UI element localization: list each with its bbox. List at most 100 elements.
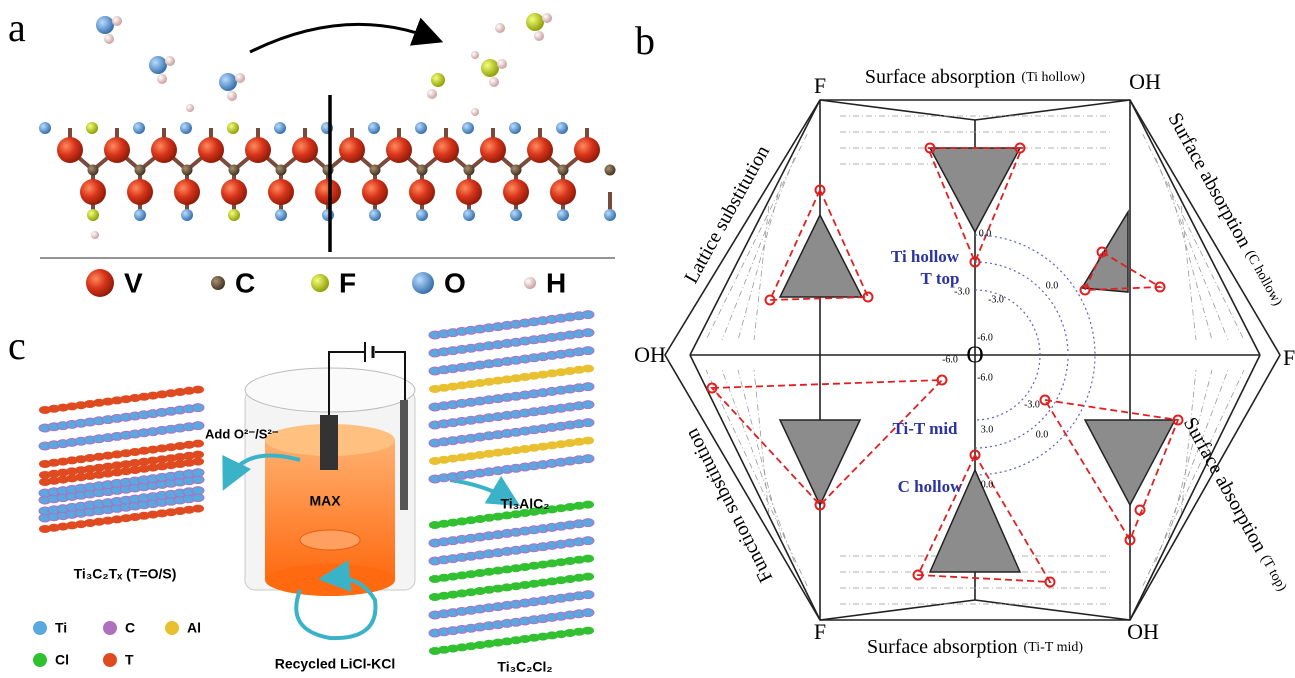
atom: [456, 179, 482, 205]
panel-label: b: [635, 18, 655, 63]
panel-a: [39, 13, 616, 259]
atom: [471, 51, 479, 59]
atom: [447, 644, 459, 653]
atom: [555, 630, 567, 639]
marker: [1096, 246, 1108, 258]
sector-title: Surface absorption: [1179, 413, 1271, 555]
atom: [129, 513, 141, 521]
atom: [165, 454, 177, 463]
atom: [604, 164, 616, 176]
scale-label: -6.0: [977, 372, 993, 383]
atom: [191, 403, 205, 413]
atom: [192, 457, 204, 466]
atom: [474, 515, 486, 523]
atom: [492, 448, 504, 457]
atom: [456, 571, 468, 580]
legend-label: Al: [187, 620, 201, 636]
atom: [268, 179, 294, 205]
atom: [510, 564, 522, 573]
atom: [465, 516, 477, 525]
atom: [138, 457, 150, 466]
atom: [48, 476, 60, 485]
atom: [111, 396, 123, 405]
atom: [465, 380, 477, 389]
atom: [510, 446, 522, 455]
atom: [138, 511, 150, 520]
atom: [604, 209, 616, 221]
atom: [564, 367, 576, 375]
atom: [542, 13, 552, 23]
atom: [165, 508, 177, 517]
atom: [192, 439, 204, 448]
atom: [501, 375, 513, 384]
atom: [149, 56, 167, 74]
atom: [221, 179, 247, 205]
compound-label: Ti₃C₂Tₓ (T=O/S): [74, 566, 177, 582]
atom: [129, 459, 141, 467]
atom: [183, 451, 195, 460]
sector-label: Surface absorption (Ti-T mid): [867, 636, 1083, 658]
atom: [147, 445, 159, 454]
scale-label: 0.0: [981, 479, 994, 490]
atom: [174, 453, 186, 461]
atom: [416, 164, 428, 176]
atom: [519, 373, 531, 381]
legend-swatch: [165, 621, 179, 635]
atom: [546, 369, 558, 378]
atom: [165, 461, 177, 470]
atom: [138, 392, 150, 401]
atom: [465, 570, 477, 579]
sector-note: (T top): [1257, 553, 1289, 595]
atom: [91, 231, 99, 239]
legend-swatch: [103, 621, 117, 635]
atom: [48, 469, 60, 478]
atom: [501, 565, 513, 574]
atom: [429, 385, 441, 393]
atom: [75, 401, 87, 410]
atom: [134, 209, 146, 221]
marker: [862, 291, 874, 303]
atom: [501, 583, 513, 592]
atom: [573, 437, 585, 446]
legend-label: C: [125, 620, 135, 636]
atom: [456, 453, 468, 462]
atom: [129, 394, 141, 402]
atom: [528, 561, 540, 570]
legend-label: O: [444, 267, 466, 298]
atom: [75, 520, 87, 529]
atom: [429, 593, 441, 601]
legend-label: H: [546, 267, 566, 298]
corner-label: F: [814, 619, 826, 644]
marker: [764, 294, 776, 306]
atom: [75, 455, 87, 464]
electrode: [320, 415, 338, 470]
atom: [546, 505, 558, 514]
atom: [75, 473, 87, 482]
grid-line: [1168, 369, 1213, 539]
atom: [75, 466, 87, 475]
atom: [228, 164, 240, 176]
atom: [181, 209, 193, 221]
atom: [456, 381, 468, 390]
atom: [557, 209, 569, 221]
atom: [573, 501, 585, 510]
atom: [510, 164, 522, 176]
atom: [503, 179, 529, 205]
atom: [174, 442, 186, 450]
atom: [463, 164, 475, 176]
atom: [483, 449, 495, 458]
atom: [497, 59, 507, 69]
atom: [227, 91, 237, 101]
atom: [509, 122, 521, 134]
reagent-label: Add O²⁻/S²⁻: [205, 426, 279, 441]
sector-note: (Ti hollow): [1021, 70, 1085, 85]
corner-label: OH: [1127, 619, 1159, 644]
atom: [57, 475, 69, 484]
atom: [111, 515, 123, 524]
atom: [186, 104, 194, 112]
site-label: Ti hollow: [891, 247, 960, 266]
atom: [322, 164, 334, 176]
atom: [147, 456, 159, 465]
corner-label: F: [1283, 345, 1295, 370]
marker: [1079, 284, 1091, 296]
